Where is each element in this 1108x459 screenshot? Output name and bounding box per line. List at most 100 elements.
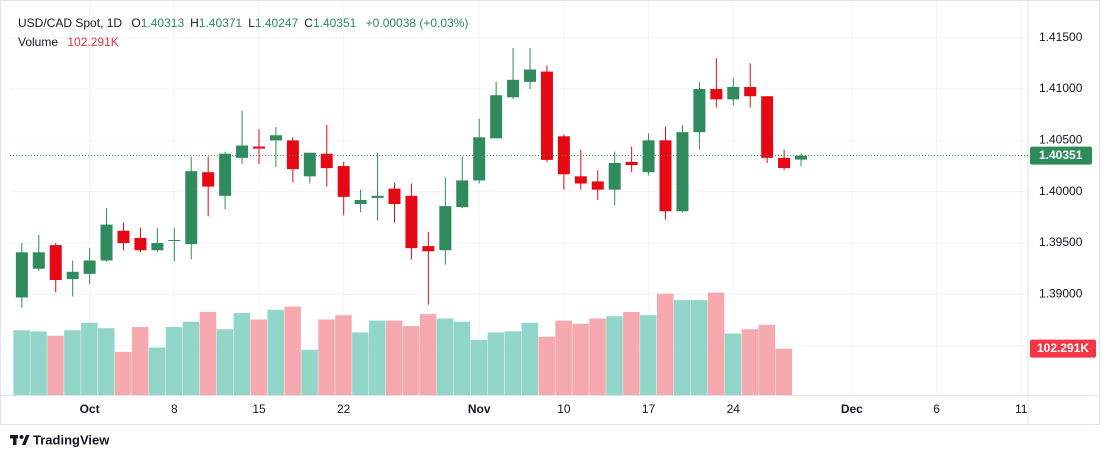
candle-body bbox=[168, 239, 181, 241]
candle-body bbox=[286, 140, 299, 170]
candle-body bbox=[659, 140, 672, 212]
volume-bar bbox=[165, 327, 183, 395]
candle-body bbox=[269, 135, 282, 141]
x-tick-label: 8 bbox=[171, 402, 178, 416]
candle-body bbox=[557, 136, 570, 175]
brand-name: TradingView bbox=[33, 432, 110, 447]
candle-body bbox=[134, 237, 147, 251]
candle-body bbox=[388, 188, 401, 205]
candle-body bbox=[32, 252, 45, 269]
candle-body bbox=[507, 79, 520, 98]
brand-logo bbox=[10, 435, 30, 445]
ohlc-value: 1.40313 bbox=[140, 16, 185, 30]
x-tick-label: Dec bbox=[841, 402, 863, 416]
candle-body bbox=[83, 260, 96, 274]
candle-body bbox=[371, 195, 384, 198]
candle-body bbox=[473, 137, 486, 181]
volume-bar bbox=[436, 318, 454, 395]
x-tick-label: 11 bbox=[1015, 402, 1028, 416]
candle-body bbox=[710, 89, 723, 100]
ohlc-values: O1.40313 H1.40371 L1.40247 C1.40351 bbox=[131, 16, 362, 30]
candle-body bbox=[422, 246, 435, 252]
volume-bar bbox=[98, 328, 115, 395]
volume-bar bbox=[301, 349, 318, 395]
ohlc-key: C bbox=[304, 16, 313, 30]
candle-body bbox=[252, 146, 265, 149]
volume-bar bbox=[572, 323, 589, 395]
volume-bar bbox=[673, 300, 691, 395]
volume-axis-label: 102.291K bbox=[1037, 341, 1089, 355]
volume-bar bbox=[30, 331, 47, 395]
volume-bar bbox=[538, 336, 555, 395]
ohlc-legend: USD/CAD Spot, 1D O1.40313 H1.40371 L1.4024… bbox=[18, 16, 474, 30]
volume-bar bbox=[589, 318, 606, 395]
volume-bar bbox=[352, 332, 369, 395]
x-tick-label: 24 bbox=[727, 402, 741, 416]
volume-bar bbox=[657, 293, 674, 395]
volume-title: Volume bbox=[18, 35, 59, 49]
volume-bar bbox=[707, 292, 725, 395]
ohlc-key: L bbox=[248, 16, 255, 30]
x-tick-label: Nov bbox=[468, 402, 491, 416]
candle-body bbox=[49, 245, 62, 281]
volume-bars bbox=[13, 292, 793, 395]
candle-body bbox=[66, 271, 79, 279]
volume-bar bbox=[521, 322, 539, 395]
candle-body bbox=[320, 153, 333, 169]
candle-body bbox=[795, 155, 808, 160]
volume-bar bbox=[199, 311, 217, 395]
last-price-label: 1.40351 bbox=[1039, 148, 1083, 162]
candle-body bbox=[642, 140, 655, 173]
ohlc-value: 1.40371 bbox=[198, 16, 243, 30]
candle-body bbox=[337, 166, 350, 197]
candle-body bbox=[744, 87, 757, 97]
candle-body bbox=[540, 71, 553, 160]
candle-body bbox=[354, 199, 367, 205]
candle-body bbox=[693, 89, 706, 133]
candle-body bbox=[778, 157, 791, 169]
volume-bar bbox=[114, 351, 132, 395]
volume-bar bbox=[775, 348, 793, 395]
volume-bar bbox=[419, 314, 437, 395]
candle-body bbox=[608, 162, 621, 190]
volume-bar bbox=[13, 330, 30, 395]
volume-bar bbox=[250, 319, 267, 395]
volume-bar bbox=[402, 325, 420, 395]
candle-body bbox=[490, 95, 503, 139]
candle-body bbox=[524, 69, 537, 82]
volume-bar bbox=[64, 330, 81, 395]
candle-body bbox=[202, 172, 215, 187]
volume-bar bbox=[284, 306, 301, 395]
candle-body bbox=[405, 195, 418, 249]
y-tick-label: 1.39500 bbox=[1039, 235, 1083, 249]
x-tick-label: 10 bbox=[557, 402, 571, 416]
candles bbox=[15, 47, 808, 308]
volume-bar bbox=[758, 324, 776, 395]
volume-bar bbox=[453, 321, 471, 395]
x-tick-label: 22 bbox=[337, 402, 351, 416]
candle-body bbox=[117, 230, 130, 244]
candle-body bbox=[574, 176, 587, 184]
volume-bar bbox=[386, 320, 403, 395]
y-tick-label: 1.40000 bbox=[1039, 184, 1083, 198]
change: +0.00038 (+0.03%) bbox=[365, 16, 469, 30]
volume-bar bbox=[318, 319, 335, 395]
candle-body bbox=[15, 252, 28, 298]
ohlc-key: O bbox=[131, 16, 141, 30]
x-tick-label: 15 bbox=[252, 402, 266, 416]
volume-legend: Volume 102.291K bbox=[18, 35, 125, 49]
ohlc-key: H bbox=[190, 16, 199, 30]
candle-body bbox=[439, 206, 452, 251]
candle-body bbox=[303, 152, 316, 177]
volume-bar bbox=[504, 331, 522, 395]
candle-body bbox=[151, 243, 164, 251]
candle-body bbox=[727, 87, 740, 100]
volume-bar bbox=[724, 333, 742, 395]
candle-body bbox=[456, 180, 469, 208]
y-tick-label: 1.39000 bbox=[1039, 287, 1083, 301]
volume-bar bbox=[216, 329, 234, 395]
y-tick-label: 1.41000 bbox=[1039, 81, 1083, 95]
ohlc-value: 1.40247 bbox=[254, 16, 299, 30]
volume-bar bbox=[131, 327, 149, 395]
